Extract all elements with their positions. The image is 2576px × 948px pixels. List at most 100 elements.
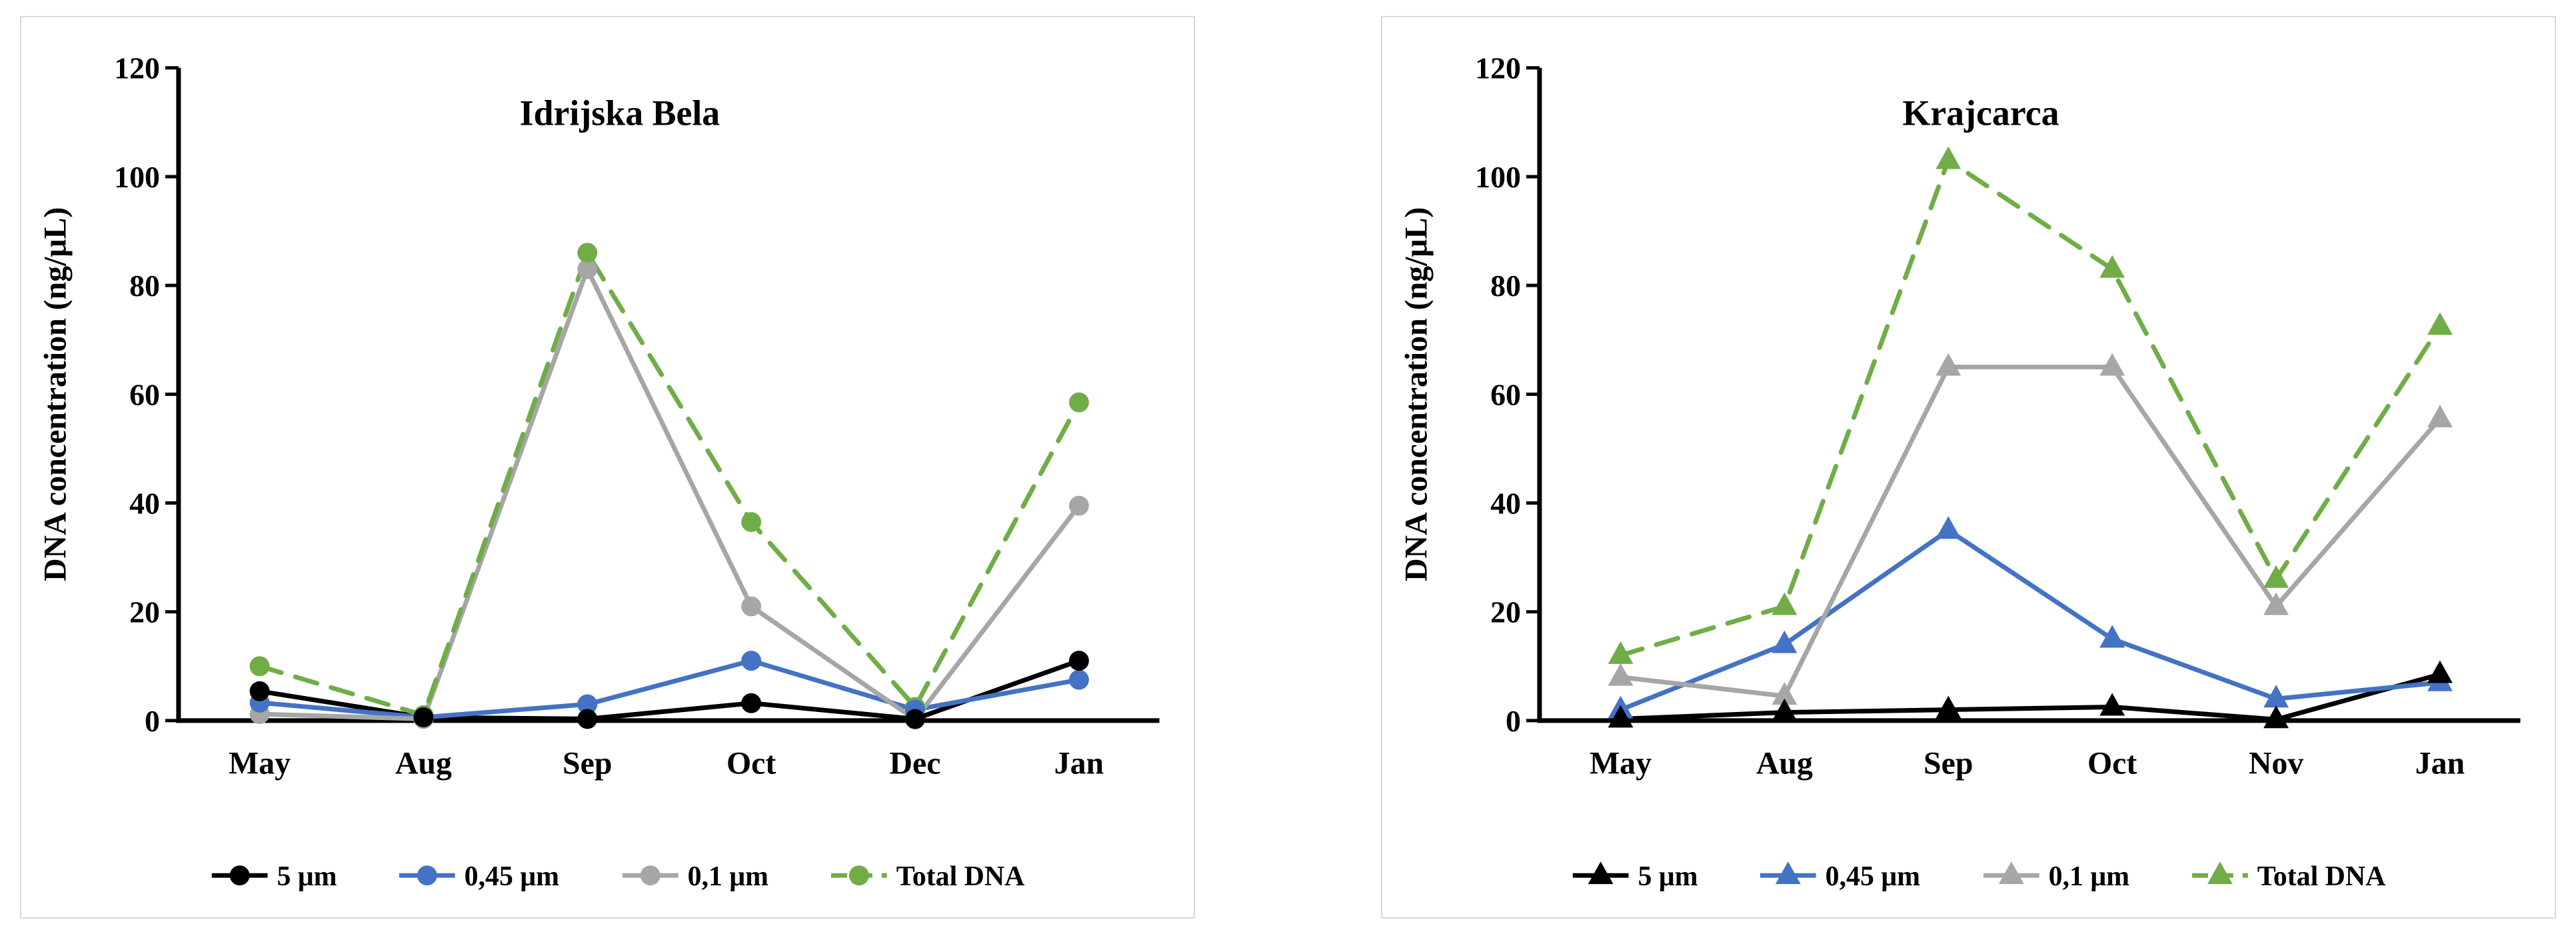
legend-item: 5 μm (211, 861, 337, 892)
y-axis-label: DNA concentration (ng/μL) (37, 207, 73, 581)
x-category-label: Sep (1924, 746, 1973, 781)
data-point-legend-2 (417, 865, 437, 886)
legend-label: Total DNA (2257, 861, 2386, 892)
y-tick-label: 80 (129, 269, 160, 303)
legend-label: 0,45 μm (1826, 861, 1920, 892)
x-category-label: Aug (1756, 746, 1813, 781)
legend-item: 0,45 μm (1760, 861, 1920, 892)
data-point-3-Oct (741, 596, 762, 617)
data-point-2-Oct (741, 651, 762, 671)
line-chart-krajcarca: Krajcarca DNA concentration (ng/μL) 0 20 40 6… (1398, 51, 2521, 892)
data-point-1-May (249, 681, 270, 701)
y-tick-label: 120 (1475, 51, 1521, 85)
data-point-4-May (1608, 641, 1634, 664)
series-line-4 (257, 250, 1082, 718)
series-line-3 (257, 267, 1082, 722)
series-markers (249, 243, 1089, 730)
data-point-2-Sep (577, 694, 598, 715)
x-category-label: May (1590, 746, 1652, 781)
data-point-1-Jan (2427, 660, 2453, 683)
series-line-3 (1618, 365, 2443, 699)
data-point-3-Aug (1772, 682, 1798, 705)
legend-label: 0,45 μm (465, 861, 559, 892)
series-line-1 (1618, 672, 2443, 722)
data-point-4-Sep (577, 243, 598, 263)
data-point-3-Nov (2263, 592, 2289, 615)
data-point-legend-3 (640, 865, 660, 886)
x-category-label: Oct (726, 746, 776, 781)
axes: 0 20 40 60 80 100 120 (1475, 51, 2521, 738)
data-point-1-Jan (1068, 651, 1089, 671)
chart-title: Krajcarca (1902, 93, 2059, 133)
line-chart-idrijska-bela: Idrijska Bela DNA concentration (ng/μL) 0 2… (37, 51, 1160, 892)
legend: 5 μm 0,45 μm 0,1 μm Total DNA (1572, 861, 2385, 892)
y-tick-label: 80 (1490, 269, 1521, 303)
data-point-2-Jan (1068, 669, 1089, 690)
data-point-2-Aug (1772, 630, 1798, 653)
y-tick-label: 120 (114, 51, 160, 85)
legend-item: Total DNA (2192, 861, 2385, 892)
data-point-legend-3 (1998, 861, 2024, 885)
legend-item: 0,45 μm (399, 861, 559, 892)
y-tick-label: 100 (1475, 160, 1521, 194)
data-point-3-Oct (2099, 353, 2125, 376)
legend-label: 0,1 μm (2049, 861, 2130, 892)
legend-label: 0,1 μm (688, 861, 769, 892)
x-category-label: Sep (563, 746, 612, 781)
series-line-2 (257, 658, 1082, 720)
x-category-label: Jan (1054, 746, 1104, 781)
x-category-label: Aug (395, 746, 452, 781)
series-lines (257, 250, 1082, 722)
series-lines (1618, 157, 2443, 722)
y-tick-label: 0 (145, 704, 160, 738)
y-axis-label: DNA concentration (ng/μL) (1398, 207, 1434, 581)
data-point-1-Oct (2099, 693, 2125, 716)
y-tick-label: 20 (129, 595, 160, 629)
data-point-4-Nov (2263, 565, 2289, 588)
data-point-legend-4 (2207, 861, 2233, 885)
chart-panel-krajcarca: Krajcarca DNA concentration (ng/μL) 0 20 40 6… (1381, 16, 2556, 919)
data-point-1-Sep (577, 709, 598, 729)
legend-label: Total DNA (896, 861, 1025, 892)
data-point-3-Jan (1068, 495, 1089, 516)
data-point-3-Jan (2427, 405, 2453, 428)
data-point-4-Jan (2427, 312, 2453, 335)
data-point-1-May (1608, 705, 1634, 728)
data-point-4-Aug (1772, 592, 1798, 615)
series-markers (1608, 146, 2453, 729)
x-category-label: Oct (2087, 746, 2137, 781)
legend-label: 5 μm (277, 861, 337, 892)
data-point-1-Oct (741, 693, 762, 713)
data-point-4-May (249, 656, 270, 677)
data-point-1-Nov (2263, 705, 2289, 729)
data-point-4-Jan (1068, 392, 1089, 413)
legend-item: 0,1 μm (1983, 861, 2129, 892)
data-point-3-Sep (577, 259, 598, 279)
legend-item: Total DNA (831, 861, 1024, 892)
data-point-1-Dec (905, 709, 925, 729)
legend-label: 5 μm (1638, 861, 1698, 892)
x-category-label: Jan (2415, 746, 2465, 781)
data-point-1-Aug (413, 707, 434, 727)
x-category-label: May (229, 746, 291, 781)
axes: 0 20 40 60 80 100 120 (114, 51, 1160, 738)
data-point-2-Nov (2263, 685, 2289, 708)
data-point-4-Oct (2099, 255, 2125, 278)
chart-panel-idrijska-bela: Idrijska Bela DNA concentration (ng/μL) 0 2… (20, 16, 1195, 919)
y-tick-label: 60 (129, 377, 160, 411)
data-point-1-Sep (1935, 695, 1961, 719)
data-point-4-Sep (1935, 146, 1961, 169)
y-tick-label: 20 (1490, 595, 1521, 629)
y-tick-label: 60 (1490, 377, 1521, 411)
data-point-legend-1 (1588, 861, 1614, 885)
data-point-1-Aug (1772, 698, 1798, 721)
series-line-2 (1618, 527, 2443, 713)
data-point-legend-2 (1775, 861, 1801, 885)
y-tick-label: 100 (114, 160, 160, 194)
data-point-2-Oct (2099, 625, 2125, 648)
y-tick-label: 40 (1490, 486, 1521, 520)
data-point-3-May (1608, 663, 1634, 686)
data-point-legend-1 (229, 865, 250, 886)
data-point-legend-4 (848, 865, 869, 886)
